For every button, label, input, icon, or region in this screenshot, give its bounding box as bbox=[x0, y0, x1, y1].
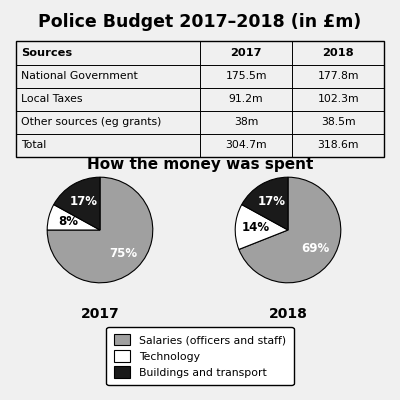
Text: 2018: 2018 bbox=[322, 48, 354, 58]
Text: 304.7m: 304.7m bbox=[225, 140, 267, 150]
Text: 91.2m: 91.2m bbox=[229, 94, 263, 104]
Text: Local Taxes: Local Taxes bbox=[22, 94, 83, 104]
Legend: Salaries (officers and staff), Technology, Buildings and transport: Salaries (officers and staff), Technolog… bbox=[106, 327, 294, 385]
Wedge shape bbox=[235, 204, 288, 250]
Text: 38.5m: 38.5m bbox=[321, 117, 356, 127]
Text: 75%: 75% bbox=[109, 247, 137, 260]
Text: 38m: 38m bbox=[234, 117, 258, 127]
Wedge shape bbox=[239, 177, 341, 283]
Wedge shape bbox=[54, 177, 100, 230]
Text: 175.5m: 175.5m bbox=[225, 71, 267, 81]
Text: 69%: 69% bbox=[301, 242, 329, 255]
Wedge shape bbox=[47, 177, 153, 283]
Text: 8%: 8% bbox=[58, 215, 78, 228]
Text: National Government: National Government bbox=[22, 71, 138, 81]
Text: 102.3m: 102.3m bbox=[318, 94, 359, 104]
Text: 2017: 2017 bbox=[230, 48, 262, 58]
Text: Police Budget 2017–2018 (in £m): Police Budget 2017–2018 (in £m) bbox=[38, 12, 362, 30]
Text: Other sources (eg grants): Other sources (eg grants) bbox=[22, 117, 162, 127]
Text: Total: Total bbox=[22, 140, 47, 150]
Wedge shape bbox=[242, 177, 288, 230]
Text: 14%: 14% bbox=[241, 222, 269, 234]
Text: 177.8m: 177.8m bbox=[318, 71, 359, 81]
Wedge shape bbox=[47, 204, 100, 230]
Text: 17%: 17% bbox=[69, 195, 97, 208]
Text: 17%: 17% bbox=[257, 195, 285, 208]
Text: 2017: 2017 bbox=[81, 306, 119, 320]
Text: Sources: Sources bbox=[22, 48, 72, 58]
Bar bbox=[16, 42, 384, 157]
Text: 2018: 2018 bbox=[268, 306, 308, 320]
Text: How the money was spent: How the money was spent bbox=[87, 157, 313, 172]
Text: 318.6m: 318.6m bbox=[318, 140, 359, 150]
